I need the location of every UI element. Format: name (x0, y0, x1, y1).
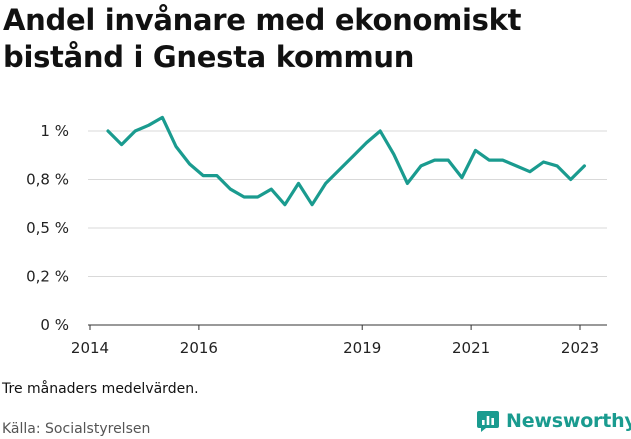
chart-title: Andel invånare med ekonomiskt bistånd i … (3, 3, 522, 74)
x-axis: 2014 2016 2019 2021 2023 (71, 324, 607, 357)
x-tick-label: 2016 (180, 339, 218, 357)
brand-name: Newsworthy (506, 410, 631, 432)
chart-note: Tre månaders medelvärden. (2, 381, 199, 397)
y-tick-label: 0,2 % (26, 268, 69, 286)
x-tick-label: 2021 (452, 339, 490, 357)
plot-area (106, 115, 587, 207)
x-tick-label: 2019 (343, 339, 381, 357)
y-tick-label: 1 % (40, 122, 69, 140)
y-tick-label: 0,8 % (26, 171, 69, 189)
x-tick-label: 2014 (71, 339, 109, 357)
line-chart: 0 %0,2 %0,5 %0,8 %1 % 2014 2016 2019 2021 20… (26, 115, 607, 357)
y-axis: 0 % 0,2 % 0,5 % 0,8 % 1 % (26, 122, 69, 334)
y-tick-label: 0,5 % (26, 219, 69, 237)
source-text: Källa: Socialstyrelsen (2, 421, 151, 437)
brand-logo[interactable]: Newsworthy (476, 409, 631, 433)
series-line-0 (106, 115, 587, 207)
x-tick-label: 2023 (561, 339, 599, 357)
gridlines (88, 130, 607, 277)
y-tick-label: 0 % (40, 316, 69, 334)
bar-chart-icon (477, 411, 499, 432)
